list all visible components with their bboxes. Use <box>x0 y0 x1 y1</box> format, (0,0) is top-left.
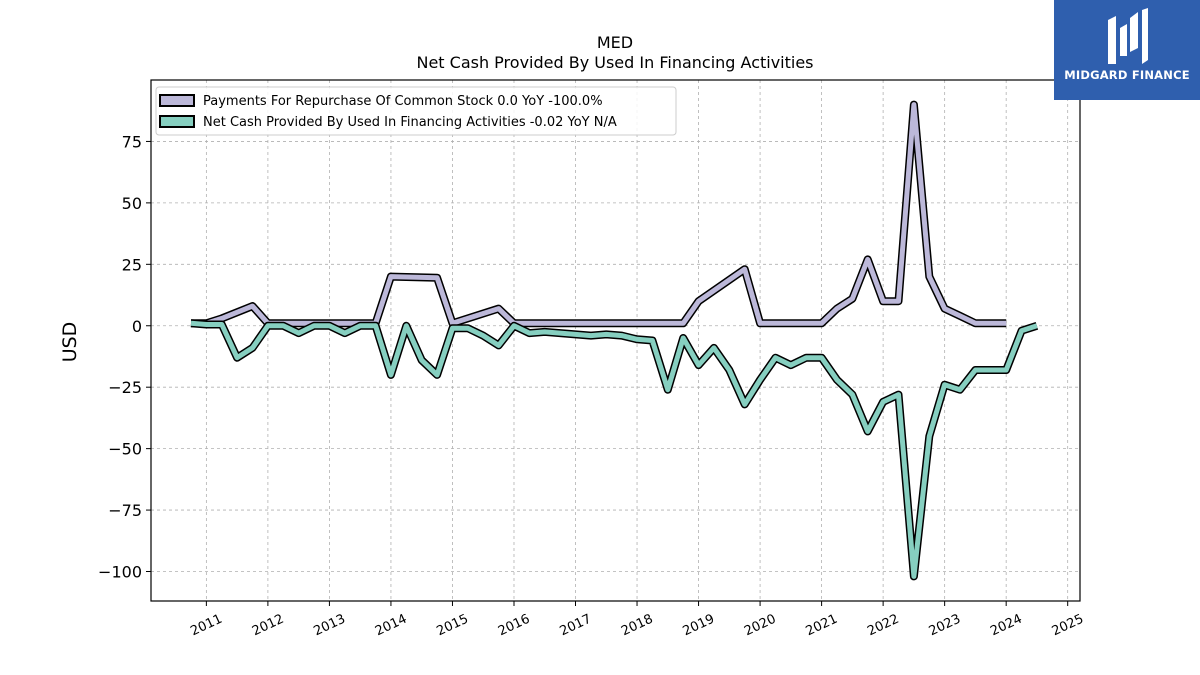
legend-label-payments-repurchase: Payments For Repurchase Of Common Stock … <box>203 94 603 109</box>
y-tick-label: −75 <box>108 501 142 520</box>
chart-subtitle: Net Cash Provided By Used In Financing A… <box>416 53 813 72</box>
x-tick-label: 2015 <box>435 612 471 640</box>
x-tick-label: 2022 <box>865 612 901 640</box>
series-layer <box>190 100 1039 581</box>
x-tick-label: 2018 <box>619 612 655 640</box>
x-tick-label: 2020 <box>742 612 778 640</box>
x-tick-label: 2023 <box>927 612 963 640</box>
x-tick-label: 2014 <box>373 612 409 640</box>
y-axis: 75 50 25 0 −25 −50 −75 −100 <box>98 132 151 582</box>
midgard-logo-icon <box>1108 8 1148 64</box>
y-axis-label: USD <box>59 322 81 363</box>
y-tick-label: 50 <box>122 194 142 213</box>
x-tick-label: 2017 <box>558 612 594 640</box>
x-axis: 2011 2012 2013 2014 2015 2016 2017 2018 2019 2020… <box>188 601 1086 639</box>
series-line-1 <box>190 320 1038 579</box>
y-tick-label: 0 <box>132 317 142 336</box>
plot-frame <box>150 79 1081 602</box>
y-tick-label: 25 <box>122 255 142 274</box>
chart-title: MED <box>597 33 633 52</box>
grid <box>151 80 1080 601</box>
x-tick-label: 2012 <box>250 612 286 640</box>
legend-swatch-net-cash-financing <box>159 115 195 128</box>
x-tick-label: 2025 <box>1050 612 1086 640</box>
series-outline-0 <box>191 100 1007 328</box>
legend-box <box>155 86 677 136</box>
legend-label-net-cash-financing: Net Cash Provided By Used In Financing A… <box>203 115 617 130</box>
x-tick-label: 2019 <box>681 612 717 640</box>
x-tick-label: 2024 <box>988 612 1024 640</box>
legend-swatch-payments-repurchase <box>159 94 195 107</box>
y-tick-label: 75 <box>122 132 142 151</box>
x-tick-label: 2013 <box>311 612 347 640</box>
brand-logo: MIDGARD FINANCE <box>1054 0 1200 100</box>
x-tick-label: 2016 <box>496 612 532 640</box>
x-tick-label: 2021 <box>804 612 840 640</box>
y-tick-label: −50 <box>108 440 142 459</box>
y-tick-label: −100 <box>98 563 142 582</box>
legend: Payments For Repurchase Of Common Stock … <box>155 86 677 136</box>
y-tick-label: −25 <box>108 378 142 397</box>
x-tick-label: 2011 <box>188 612 224 640</box>
series-line-0 <box>191 102 1007 326</box>
brand-name: MIDGARD FINANCE <box>1064 68 1190 82</box>
